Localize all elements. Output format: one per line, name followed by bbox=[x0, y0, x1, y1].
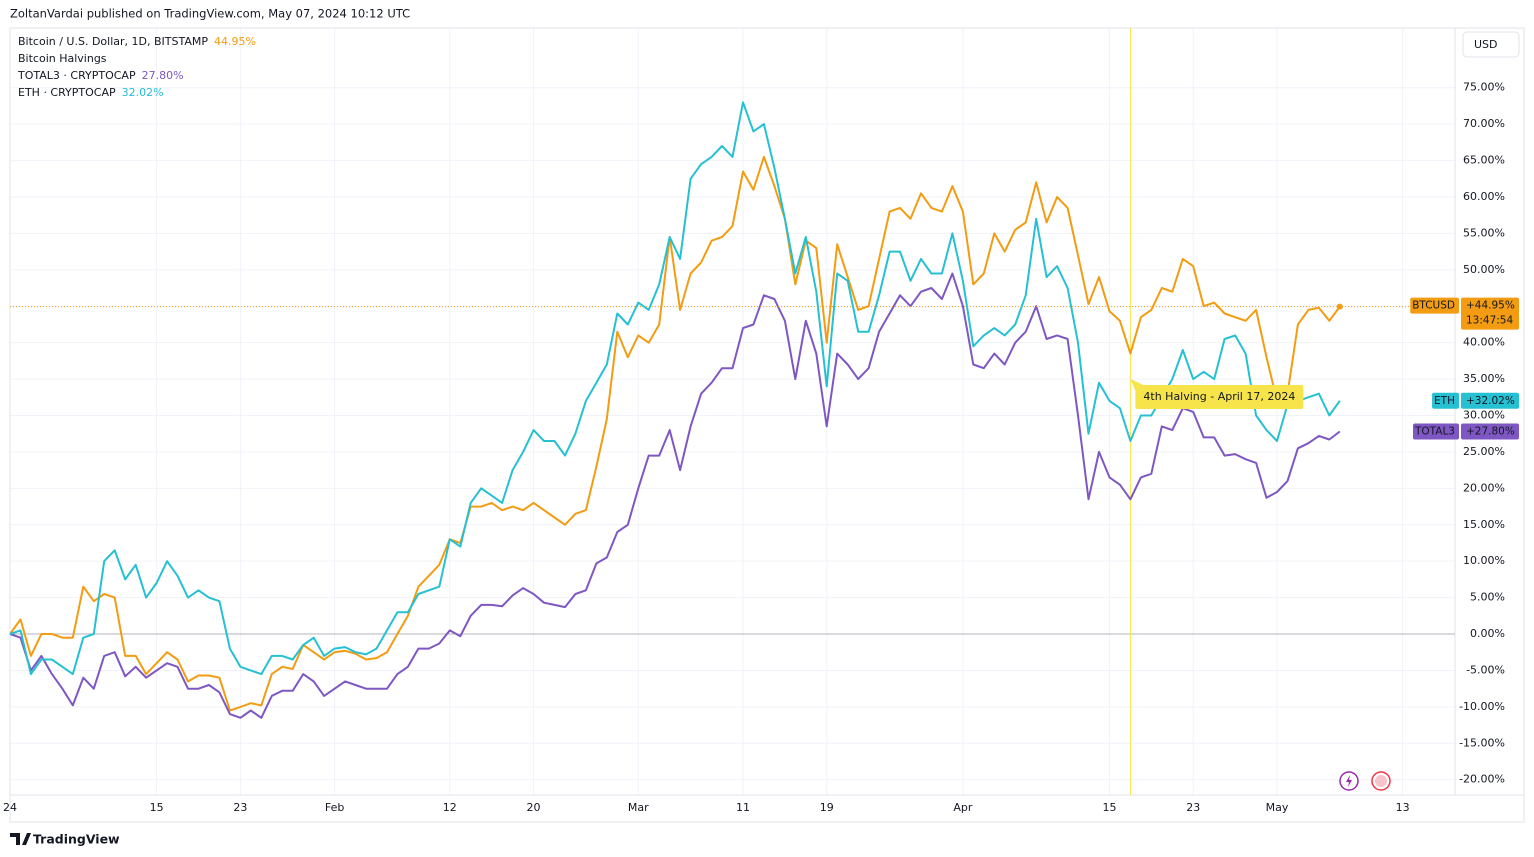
legend-value: 44.95% bbox=[214, 35, 256, 48]
frame bbox=[9, 27, 1525, 823]
x-tick-label: May bbox=[1266, 801, 1289, 814]
y-tick-label: 0.00% bbox=[1470, 627, 1505, 640]
y-tick-label: 30.00% bbox=[1463, 409, 1505, 422]
x-tick-label: 15 bbox=[1102, 801, 1116, 814]
y-tick-label: 75.00% bbox=[1463, 81, 1505, 94]
axis-tag-name: BTCUSD bbox=[1412, 300, 1455, 312]
x-tick-label: 24 bbox=[3, 801, 17, 814]
legend-entry: Bitcoin Halvings bbox=[18, 52, 107, 65]
x-tick-label: 23 bbox=[233, 801, 247, 814]
axis-tag-name-box bbox=[1410, 297, 1459, 314]
y-tick-label: 60.00% bbox=[1463, 190, 1505, 203]
axis-tag-name: TOTAL3 bbox=[1414, 426, 1455, 438]
x-tick-label: Apr bbox=[953, 801, 973, 814]
annotation-pointer bbox=[1130, 379, 1144, 391]
x-tick-label: 19 bbox=[820, 801, 834, 814]
y-tick-label: -10.00% bbox=[1459, 700, 1505, 713]
y-tick-label: 65.00% bbox=[1463, 154, 1505, 167]
y-tick-label: -20.00% bbox=[1459, 773, 1505, 786]
x-tick-label: 11 bbox=[736, 801, 750, 814]
series-line bbox=[9, 155, 1341, 712]
y-tick-label: 5.00% bbox=[1470, 591, 1505, 604]
x-tick-label: 13 bbox=[1396, 801, 1410, 814]
legend-value: 32.02% bbox=[122, 86, 164, 99]
y-tick-label: 20.00% bbox=[1463, 481, 1505, 494]
legend-name: TOTAL3 · CRYPTOCAP bbox=[17, 69, 136, 82]
series-line bbox=[9, 101, 1341, 676]
annotation-text: 4th Halving - April 17, 2024 bbox=[1143, 390, 1295, 403]
y-tick-label: 50.00% bbox=[1463, 263, 1505, 276]
axis-tag-value: +44.95% bbox=[1466, 300, 1515, 312]
currency-button[interactable] bbox=[1462, 31, 1520, 58]
axis-tag-value-box bbox=[1461, 423, 1519, 440]
axis-tag-value: +27.80% bbox=[1466, 426, 1515, 438]
legend-entry: TOTAL3 · CRYPTOCAP 27.80% bbox=[17, 69, 184, 82]
header: ZoltanVardai published on TradingView.co… bbox=[10, 7, 410, 21]
y-tick-label: -5.00% bbox=[1466, 663, 1505, 676]
footer-brand: TradingView bbox=[33, 832, 120, 847]
y-tick-label: 70.00% bbox=[1463, 117, 1505, 130]
axis-tag-value-box bbox=[1461, 297, 1519, 330]
legend-name: ETH · CRYPTOCAP bbox=[18, 86, 116, 99]
y-tick-label: 40.00% bbox=[1463, 336, 1505, 349]
axis-tag-name: ETH bbox=[1434, 395, 1455, 407]
x-tick-label: 20 bbox=[527, 801, 541, 814]
last-point bbox=[1336, 303, 1343, 310]
y-tick-label: 10.00% bbox=[1463, 554, 1505, 567]
legend-entry: Bitcoin / U.S. Dollar, 1D, BITSTAMP 44.95… bbox=[18, 35, 256, 48]
legend-value: 27.80% bbox=[142, 69, 184, 82]
grid bbox=[9, 28, 1455, 795]
annotation-box bbox=[1135, 385, 1304, 409]
axis-tag-countdown: 13:47:54 bbox=[1466, 315, 1513, 327]
y-tick-label: 35.00% bbox=[1463, 372, 1505, 385]
x-tick-label: Mar bbox=[628, 801, 649, 814]
status-icons bbox=[1339, 771, 1391, 791]
y-tick-label: 15.00% bbox=[1463, 518, 1505, 531]
x-tick-label: 23 bbox=[1186, 801, 1200, 814]
series-line bbox=[9, 272, 1341, 719]
legend-entry: ETH · CRYPTOCAP 32.02% bbox=[18, 86, 164, 99]
y-tick-label: 55.00% bbox=[1463, 226, 1505, 239]
x-tick-label: 15 bbox=[150, 801, 164, 814]
x-tick-label: 12 bbox=[443, 801, 457, 814]
axis-tag-value: +32.02% bbox=[1466, 395, 1515, 407]
y-tick-label: 25.00% bbox=[1463, 445, 1505, 458]
x-tick-label: Feb bbox=[325, 801, 344, 814]
legend-name: Bitcoin / U.S. Dollar, 1D, BITSTAMP bbox=[18, 35, 208, 48]
currency-label[interactable]: USD bbox=[1474, 38, 1498, 51]
axis-tag-name-box bbox=[1432, 392, 1459, 409]
axis-tag-value-box bbox=[1461, 392, 1519, 409]
axis-tag-name-box bbox=[1413, 423, 1459, 440]
footer-logo bbox=[10, 833, 31, 845]
y-tick-label: -15.00% bbox=[1459, 736, 1505, 749]
